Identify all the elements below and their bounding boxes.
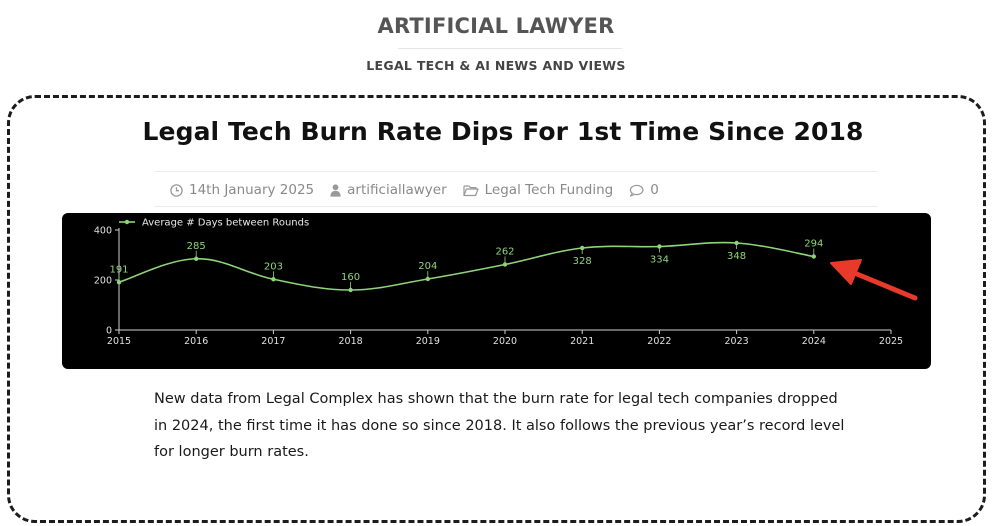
x-tick-label: 2024 <box>802 336 826 347</box>
x-tick-label: 2023 <box>725 336 749 347</box>
x-tick-label: 2022 <box>647 336 671 347</box>
legend-swatch-marker <box>124 219 130 225</box>
data-label: 334 <box>650 255 669 266</box>
site-header: ARTIFICIAL LAWYER LEGAL TECH & AI NEWS A… <box>0 0 992 90</box>
meta-date[interactable]: 14th January 2025 <box>170 182 314 198</box>
article-meta: 14th January 2025 artificiallawyer Legal… <box>170 180 675 200</box>
meta-divider-top <box>154 171 878 172</box>
meta-author-text: artificiallawyer <box>347 182 447 198</box>
clock-icon <box>170 183 183 197</box>
series-line <box>118 241 814 291</box>
x-tick-label: 2017 <box>261 336 285 347</box>
data-label: 328 <box>573 256 592 267</box>
data-label: 348 <box>727 251 746 262</box>
meta-comments[interactable]: 0 <box>629 182 659 198</box>
x-tick-label: 2015 <box>107 336 131 347</box>
x-tick-label: 2020 <box>493 336 517 347</box>
comment-icon <box>630 184 644 197</box>
site-title[interactable]: ARTIFICIAL LAWYER <box>377 14 615 38</box>
y-tick-label: 200 <box>94 276 112 287</box>
data-label: 285 <box>187 241 206 252</box>
x-tick-label: 2018 <box>339 336 363 347</box>
x-tick-label: 2025 <box>879 336 903 347</box>
site-tagline: LEGAL TECH & AI NEWS AND VIEWS <box>366 58 626 73</box>
user-icon <box>330 183 341 197</box>
meta-date-text: 14th January 2025 <box>189 182 315 198</box>
y-tick-label: 0 <box>106 326 112 337</box>
data-label: 203 <box>264 261 283 272</box>
data-label: 160 <box>341 272 360 283</box>
x-tick-label: 2019 <box>416 336 440 347</box>
header-divider <box>398 48 622 49</box>
article-title[interactable]: Legal Tech Burn Rate Dips For 1st Time S… <box>142 117 864 146</box>
legend-label: Average # Days between Rounds <box>142 218 309 229</box>
x-tick-label: 2016 <box>184 336 208 347</box>
data-label: 262 <box>495 247 514 258</box>
x-tick-label: 2021 <box>570 336 594 347</box>
meta-category-text: Legal Tech Funding <box>484 182 614 198</box>
folder-icon <box>463 184 479 196</box>
meta-author[interactable]: artificiallawyer <box>330 182 447 198</box>
meta-divider-bottom <box>154 206 878 207</box>
meta-category[interactable]: Legal Tech Funding <box>463 182 614 198</box>
data-label: 191 <box>109 264 128 275</box>
y-tick-label: 400 <box>94 226 112 237</box>
data-label: 294 <box>804 239 823 250</box>
data-label: 204 <box>418 261 437 272</box>
chart-panel: 0 200 400 2015 2016 2017 2018 2019 2020 2021 2022 2… <box>62 213 931 369</box>
burn-rate-chart: 0 200 400 2015 2016 2017 2018 2019 2020 2021 2022 2… <box>94 218 903 348</box>
data-point <box>811 254 816 259</box>
meta-comments-count: 0 <box>650 182 659 198</box>
article-body: New data from Legal Complex has shown th… <box>154 391 845 460</box>
